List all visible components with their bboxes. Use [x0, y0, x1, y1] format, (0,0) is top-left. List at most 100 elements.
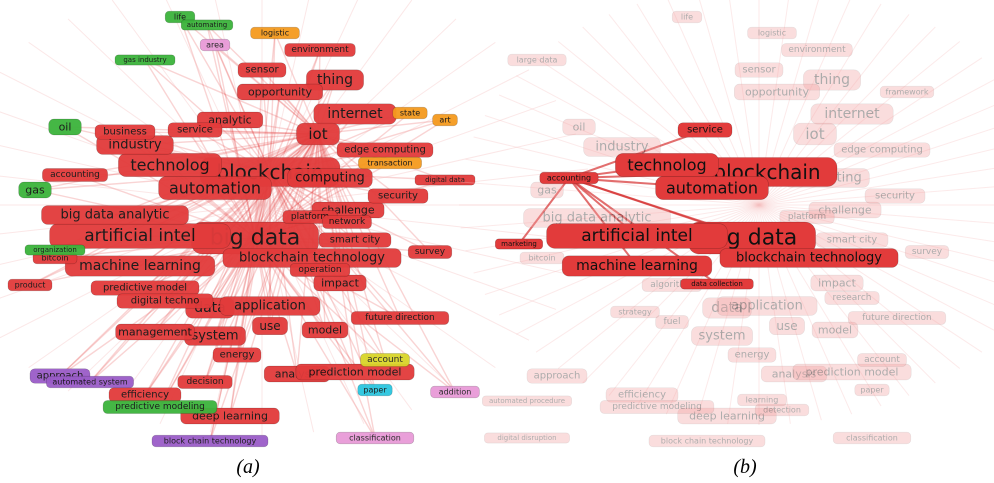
node-label: accounting	[547, 174, 591, 183]
node-box	[46, 375, 134, 389]
edge	[261, 168, 588, 206]
edge	[758, 204, 994, 243]
edge	[460, 204, 760, 229]
node-box	[114, 54, 176, 66]
node-box	[561, 255, 713, 277]
keyword-node: blockchain technology	[222, 248, 402, 268]
edge	[254, 237, 376, 439]
node-box	[432, 113, 458, 127]
keyword-node: industry	[583, 137, 661, 157]
node-label: system	[699, 329, 746, 344]
keyword-node: organization	[24, 244, 86, 256]
edge-strong	[518, 177, 570, 245]
keyword-node: model	[301, 321, 349, 339]
node-label: model	[308, 324, 342, 337]
node-label: area	[206, 41, 224, 50]
node-label: thing	[814, 72, 850, 88]
keyword-node: automation	[158, 176, 272, 200]
node-box	[212, 347, 262, 363]
keyword-node: technolog	[118, 153, 222, 177]
node-box	[792, 363, 912, 381]
node-label: logistic	[261, 29, 289, 38]
edge	[206, 24, 256, 239]
node-box	[322, 215, 372, 229]
node-label: service	[687, 125, 723, 136]
keyword-node: operation	[289, 263, 351, 277]
node-label: prediction model	[806, 366, 899, 379]
keyword-node: internet	[313, 103, 397, 125]
keyword-node: iot	[793, 122, 837, 146]
node-label: gas industry	[123, 56, 166, 64]
keyword-node: sensor	[237, 62, 287, 78]
node-label: account	[864, 355, 900, 365]
edge-strong	[568, 177, 638, 267]
node-box	[671, 10, 703, 24]
node-label: accounting	[50, 170, 100, 180]
node-box	[655, 315, 689, 329]
node-box	[879, 85, 935, 99]
keyword-node: opportunity	[734, 83, 821, 101]
node-label: blockchain technology	[736, 251, 882, 266]
keyword-node: application	[716, 296, 818, 316]
node-box	[250, 26, 300, 40]
node-label: artificial intel	[84, 226, 195, 246]
node-box	[64, 255, 216, 277]
keyword-node: data	[702, 297, 752, 319]
keyword-node: efficiency	[108, 387, 182, 403]
keyword-node: blockchain technology	[719, 248, 899, 268]
edge	[758, 204, 994, 224]
node-label: paper	[363, 386, 387, 395]
keyword-node: impact	[810, 274, 864, 292]
keyword-node: application	[219, 296, 321, 316]
node-box	[42, 168, 108, 182]
node-box	[610, 305, 660, 319]
caption: (b)	[733, 456, 757, 478]
keyword-node: deep learning	[677, 407, 777, 425]
node-box	[691, 326, 753, 346]
keyword-node: oil	[562, 118, 596, 136]
keyword-node: prediction model	[792, 363, 912, 381]
node-label: life	[174, 13, 186, 22]
keyword-node: big data analytic	[523, 208, 671, 228]
keyword-node: prediction model	[295, 363, 415, 381]
keyword-node: environment	[781, 43, 853, 57]
node-box	[546, 223, 728, 249]
keyword-node: smart city	[815, 232, 889, 248]
node-box	[727, 347, 777, 363]
edge	[460, 181, 760, 206]
keyword-node: state	[392, 106, 428, 120]
node-box	[116, 293, 214, 309]
edge	[261, 133, 576, 206]
keyword-node: thing	[306, 69, 364, 91]
node-label: transaction	[367, 159, 412, 168]
edge	[229, 171, 271, 417]
node-box	[769, 316, 805, 335]
node-box	[295, 363, 415, 381]
keyword-node: digital disruption	[484, 432, 570, 444]
keyword-node: research	[824, 291, 880, 305]
keyword-node: digital data	[414, 174, 476, 186]
keyword-node: energy	[727, 347, 777, 363]
node-box	[289, 263, 351, 277]
node-box	[648, 434, 766, 448]
keyword-node: model	[811, 321, 859, 339]
keyword-node: art	[432, 113, 458, 127]
node-label: bitcoin	[528, 254, 555, 263]
keyword-node: artificial intel	[546, 223, 728, 249]
node-label: future direction	[365, 313, 434, 323]
node-label: management	[118, 326, 192, 339]
node-label: operation	[298, 265, 341, 275]
node-box	[495, 238, 544, 250]
edge	[204, 171, 271, 383]
node-label: paper	[860, 386, 884, 395]
keyword-node: classification	[335, 431, 415, 445]
keyword-node: product	[7, 278, 53, 292]
keyword-node: edge computing	[833, 142, 931, 158]
node-label: iot	[308, 125, 327, 143]
edge	[89, 171, 271, 383]
node-label: blockchain technology	[239, 251, 385, 266]
keyword-node: block chain technology	[648, 434, 766, 448]
node-label: edge computing	[344, 145, 426, 156]
node-label: block chain technology	[661, 437, 754, 446]
